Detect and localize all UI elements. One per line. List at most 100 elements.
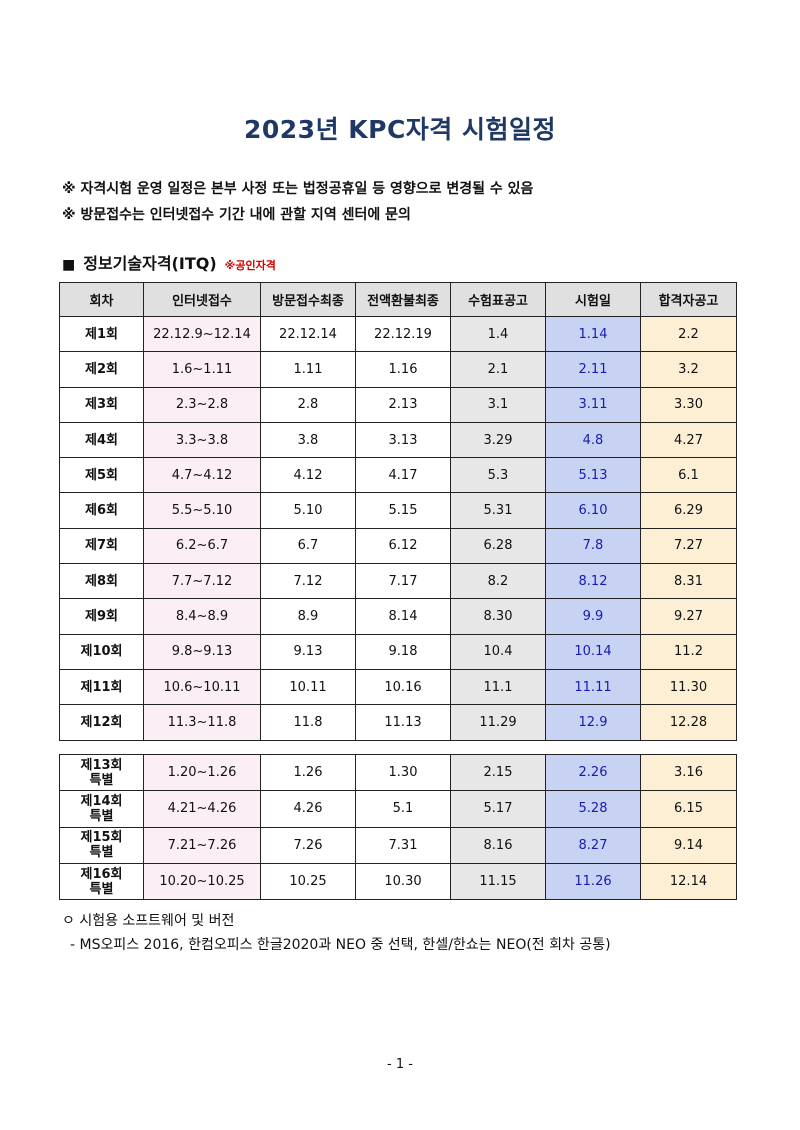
- cell-exam-date: 11.26: [545, 862, 641, 901]
- cell-round: 제15회 특별: [59, 826, 144, 864]
- cell-round: 제16회 특별: [59, 862, 144, 901]
- table-row: 제11회 10.6~10.11 10.11 10.16 11.1 11.11 11.30: [59, 668, 737, 706]
- cell-refund-deadline: 6.12: [355, 527, 451, 565]
- note-visit-registration: ※ 방문접수는 인터넷접수 기간 내에 관할 지역 센터에 문의: [62, 207, 411, 223]
- cell-round: 제9회: [59, 598, 144, 635]
- cell-exam-date: 5.28: [545, 790, 641, 828]
- cell-result-notice: 4.27: [640, 421, 737, 459]
- cell-visit-deadline: 8.9: [260, 598, 356, 635]
- cell-round: 제11회: [59, 668, 144, 706]
- cell-visit-deadline: 10.11: [260, 668, 356, 706]
- page-title: 2023년 KPC자격 시험일정: [243, 115, 557, 144]
- cell-round: 제12회: [59, 704, 144, 741]
- cell-internet-registration: 4.7~4.12: [143, 457, 261, 494]
- cell-exam-date: 8.12: [545, 563, 641, 600]
- cell-result-notice: 2.2: [640, 315, 737, 353]
- cell-ticket-notice: 2.15: [450, 753, 546, 792]
- table-row: 제12회 11.3~11.8 11.8 11.13 11.29 12.9 12.28: [59, 704, 737, 741]
- cell-ticket-notice: 11.29: [450, 704, 546, 741]
- cell-ticket-notice: 6.28: [450, 527, 546, 565]
- cell-result-notice: 3.30: [640, 386, 737, 423]
- special-table-row: 제16회 특별 10.20~10.25 10.25 10.30 11.15 11.26 12.…: [59, 862, 737, 901]
- table-row: 제2회 1.6~1.11 1.11 1.16 2.1 2.11 3.2: [59, 351, 737, 388]
- cell-ticket-notice: 5.31: [450, 492, 546, 529]
- cell-refund-deadline: 22.12.19: [355, 315, 451, 353]
- cell-exam-date: 5.13: [545, 457, 641, 494]
- cell-exam-date: 12.9: [545, 704, 641, 741]
- cell-ticket-notice: 3.1: [450, 386, 546, 423]
- header-visit-deadline: 방문접수최종: [260, 282, 356, 317]
- cell-internet-registration: 9.8~9.13: [143, 633, 261, 670]
- cell-ticket-notice: 11.1: [450, 668, 546, 706]
- cell-exam-date: 3.11: [545, 386, 641, 423]
- table-row: 제1회 22.12.9~12.14 22.12.14 22.12.19 1.4 1.14 2…: [59, 315, 737, 353]
- special-schedule-table: 제13회 특별 1.20~1.26 1.26 1.30 2.15 2.26 3.16 제14회 특…: [59, 753, 737, 901]
- cell-result-notice: 6.1: [640, 457, 737, 494]
- table-row: 제5회 4.7~4.12 4.12 4.17 5.3 5.13 6.1: [59, 457, 737, 494]
- round-number: 제14회: [80, 793, 123, 809]
- table-row: 제7회 6.2~6.7 6.7 6.12 6.28 7.8 7.27: [59, 527, 737, 565]
- cell-internet-registration: 4.21~4.26: [143, 790, 261, 828]
- round-special-label: 특별: [89, 772, 114, 788]
- cell-round: 제3회: [59, 386, 144, 423]
- header-round: 회차: [59, 282, 144, 317]
- cell-visit-deadline: 5.10: [260, 492, 356, 529]
- cell-visit-deadline: 4.26: [260, 790, 356, 828]
- cell-result-notice: 11.30: [640, 668, 737, 706]
- cell-ticket-notice: 8.16: [450, 826, 546, 864]
- cell-round: 제8회: [59, 563, 144, 600]
- header-refund-deadline: 전액환불최종: [355, 282, 451, 317]
- cell-internet-registration: 8.4~8.9: [143, 598, 261, 635]
- cell-visit-deadline: 9.13: [260, 633, 356, 670]
- cell-ticket-notice: 1.4: [450, 315, 546, 353]
- cell-internet-registration: 5.5~5.10: [143, 492, 261, 529]
- cell-round: 제7회: [59, 527, 144, 565]
- cell-ticket-notice: 3.29: [450, 421, 546, 459]
- cell-refund-deadline: 5.15: [355, 492, 451, 529]
- cell-visit-deadline: 10.25: [260, 862, 356, 901]
- cell-result-notice: 9.14: [640, 826, 737, 864]
- cell-internet-registration: 22.12.9~12.14: [143, 315, 261, 353]
- special-table-row: 제13회 특별 1.20~1.26 1.26 1.30 2.15 2.26 3.16: [59, 753, 737, 792]
- cell-visit-deadline: 2.8: [260, 386, 356, 423]
- cell-internet-registration: 10.6~10.11: [143, 668, 261, 706]
- round-special-label: 특별: [89, 881, 114, 897]
- round-number: 제13회: [80, 757, 123, 773]
- cell-result-notice: 12.28: [640, 704, 737, 741]
- cell-result-notice: 6.29: [640, 492, 737, 529]
- cell-refund-deadline: 3.13: [355, 421, 451, 459]
- table-row: 제6회 5.5~5.10 5.10 5.15 5.31 6.10 6.29: [59, 492, 737, 529]
- cell-exam-date: 4.8: [545, 421, 641, 459]
- cell-ticket-notice: 11.15: [450, 862, 546, 901]
- cell-refund-deadline: 9.18: [355, 633, 451, 670]
- header-exam-date: 시험일: [545, 282, 641, 317]
- cell-refund-deadline: 2.13: [355, 386, 451, 423]
- cell-refund-deadline: 4.17: [355, 457, 451, 494]
- cell-result-notice: 8.31: [640, 563, 737, 600]
- cell-refund-deadline: 11.13: [355, 704, 451, 741]
- cell-round: 제5회: [59, 457, 144, 494]
- cell-internet-registration: 10.20~10.25: [143, 862, 261, 901]
- cell-round: 제14회 특별: [59, 790, 144, 828]
- cell-exam-date: 1.14: [545, 315, 641, 353]
- cell-result-notice: 7.27: [640, 527, 737, 565]
- cell-visit-deadline: 11.8: [260, 704, 356, 741]
- cell-visit-deadline: 7.26: [260, 826, 356, 864]
- cell-exam-date: 2.11: [545, 351, 641, 388]
- cell-exam-date: 8.27: [545, 826, 641, 864]
- section-title: 정보기술자격(ITQ): [83, 254, 217, 273]
- cell-round: 제6회: [59, 492, 144, 529]
- cell-refund-deadline: 10.30: [355, 862, 451, 901]
- certified-tag: ※공인자격: [224, 259, 276, 272]
- cell-ticket-notice: 5.3: [450, 457, 546, 494]
- cell-visit-deadline: 1.26: [260, 753, 356, 792]
- page-number: - 1 -: [387, 1057, 413, 1072]
- cell-ticket-notice: 8.30: [450, 598, 546, 635]
- cell-ticket-notice: 8.2: [450, 563, 546, 600]
- cell-round: 제2회: [59, 351, 144, 388]
- cell-result-notice: 11.2: [640, 633, 737, 670]
- cell-result-notice: 12.14: [640, 862, 737, 901]
- table-header-row: 회차 인터넷접수 방문접수최종 전액환불최종 수험표공고 시험일 합격자공고: [59, 282, 737, 317]
- cell-internet-registration: 6.2~6.7: [143, 527, 261, 565]
- header-ticket-notice: 수험표공고: [450, 282, 546, 317]
